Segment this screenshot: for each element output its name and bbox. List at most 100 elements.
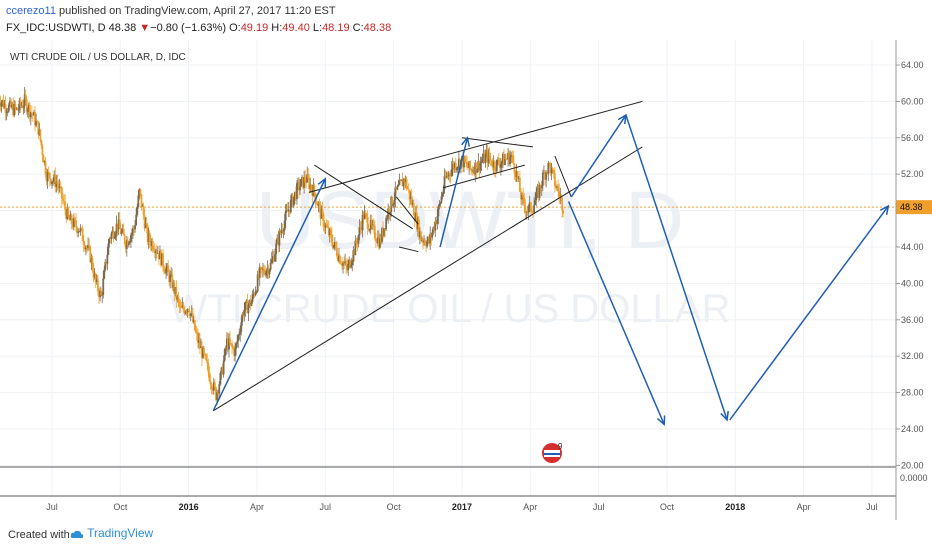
candle-body [412, 203, 415, 216]
candle-body [173, 282, 176, 294]
candle-body [125, 240, 128, 249]
candle-body [260, 267, 263, 270]
candle-body [471, 169, 474, 172]
candle-body [93, 273, 96, 278]
x-tick-label: Jul [46, 502, 58, 512]
candle-body [559, 195, 562, 197]
candle-body [489, 158, 492, 161]
candle-body [124, 243, 127, 249]
candle-body [42, 155, 45, 163]
candle-body [195, 332, 198, 334]
candle-body [420, 231, 422, 241]
candle-body [548, 162, 551, 164]
candle-body [208, 372, 211, 382]
candle-body [422, 240, 424, 243]
candle-body [207, 363, 210, 373]
candle-body [532, 211, 534, 213]
price-axis[interactable]: 64.0060.0056.0052.0048.0044.0040.0036.00… [896, 60, 932, 470]
candle-body [211, 389, 214, 391]
candle-body [480, 161, 483, 164]
x-tick-label: Apr [523, 502, 537, 512]
close-label: C: [352, 22, 364, 34]
candle-body [421, 240, 423, 242]
high-label: H: [271, 22, 283, 34]
candle-body [253, 294, 256, 296]
candle-body [270, 259, 273, 263]
candle-body [95, 279, 98, 283]
candle-body [66, 208, 69, 219]
candle-body [309, 184, 312, 190]
candle-body [7, 104, 10, 112]
candle-body [78, 231, 81, 233]
candle-body [182, 305, 185, 310]
candle-body [36, 120, 39, 122]
candles [0, 86, 564, 405]
candle-body [320, 209, 323, 219]
candle-body [50, 178, 52, 184]
candle-body [181, 305, 184, 308]
candle-body [82, 241, 85, 246]
candle-body [18, 100, 21, 110]
candle-body [434, 221, 437, 231]
candle-body [291, 194, 294, 206]
x-tick-label: 2016 [179, 502, 199, 512]
candle-body [91, 258, 94, 271]
candle-body [40, 140, 43, 146]
candle-body [229, 338, 231, 344]
candle-body [536, 188, 539, 192]
tradingview-brand: TradingView [87, 526, 154, 540]
candle-body [317, 203, 320, 206]
tradingview-link[interactable]: TradingView [70, 526, 153, 540]
candle-body [138, 189, 141, 196]
author-link[interactable]: ccerezo11 [6, 5, 56, 17]
candle-body [132, 228, 134, 233]
candle-body [194, 330, 197, 333]
candle-body [213, 382, 216, 388]
candle-body [224, 348, 227, 350]
candle-body [524, 205, 527, 213]
candle-body [404, 179, 407, 183]
candle-body [70, 214, 73, 225]
candle-body [266, 267, 269, 272]
candle-body [13, 103, 16, 116]
candle-body [540, 185, 543, 188]
projection-arrow-line [625, 114, 728, 421]
candle-body [374, 238, 377, 242]
candle-body [186, 309, 189, 313]
candle-body [333, 242, 336, 245]
price-chart[interactable]: USDWTI, D WTI CRUDE OIL / US DOLLAR WTI … [0, 40, 932, 520]
candle-body [349, 260, 352, 268]
candle-body [331, 242, 334, 248]
candle-body [301, 176, 303, 180]
candle-body [527, 205, 530, 213]
candle-body [242, 314, 245, 316]
candle-body [299, 186, 301, 191]
candle-body [440, 196, 443, 203]
candle-body [248, 300, 251, 306]
candle-body [403, 179, 406, 183]
candle-body [491, 165, 494, 168]
candle-body [453, 163, 456, 169]
trend-drawings[interactable] [212, 100, 890, 427]
candle-body [26, 110, 29, 112]
candle-body [31, 113, 34, 116]
candle-body [133, 228, 135, 230]
candle-body [450, 169, 453, 176]
candle-body [430, 234, 433, 238]
events-flag-icon[interactable]: 9 [542, 442, 563, 463]
candle-body [288, 209, 291, 213]
candle-body [185, 311, 188, 313]
candle-body [176, 296, 179, 300]
candle-body [356, 243, 359, 245]
candle-body [342, 262, 344, 266]
candle-body [438, 203, 441, 207]
time-axis[interactable]: Jul Oct 2016 Apr Jul Oct 2017 Apr Jul Oct 2018 Apr J… [46, 502, 877, 512]
candle-body [446, 175, 449, 177]
candle-body [336, 247, 338, 257]
candle-body [283, 220, 286, 231]
candle-body [409, 196, 412, 200]
candle-body [1, 100, 4, 103]
candle-body [399, 180, 402, 182]
candle-body [97, 279, 99, 292]
candle-body [122, 229, 125, 236]
